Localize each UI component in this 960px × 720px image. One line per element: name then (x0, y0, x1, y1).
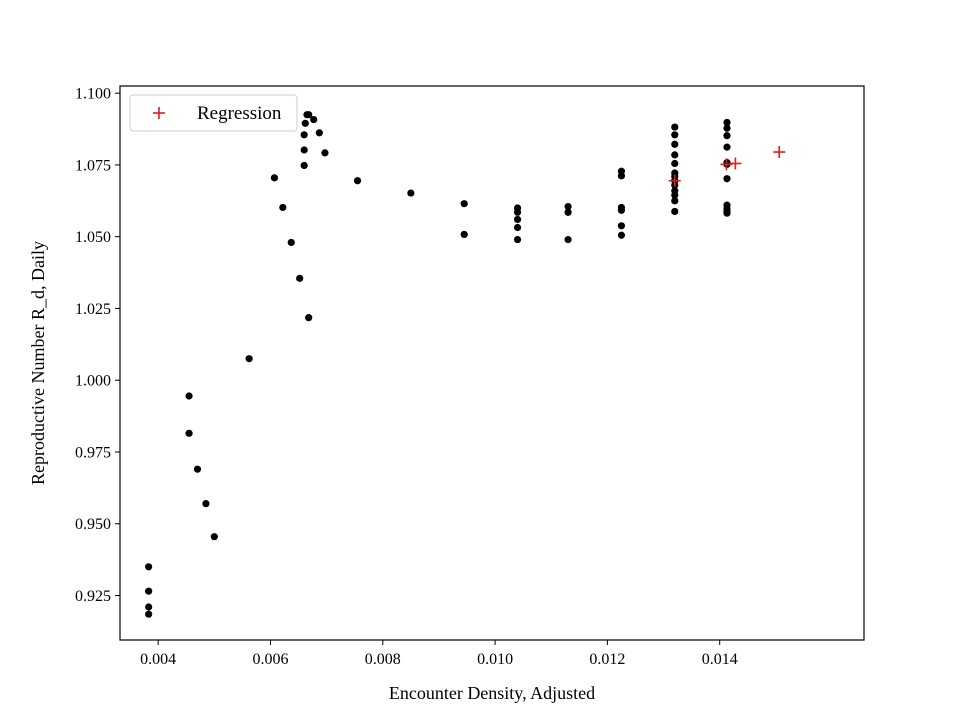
data-point (723, 209, 731, 217)
data-point (305, 314, 313, 322)
data-point (617, 231, 626, 239)
regression-point (720, 158, 733, 171)
legend-box (129, 94, 298, 132)
data-point (617, 222, 626, 230)
plot-frame (119, 85, 865, 641)
data-point (723, 124, 731, 132)
regression-point (668, 174, 681, 187)
data-point (296, 274, 304, 282)
y-tick-label: 0.925 (75, 588, 111, 605)
y-tick-label: 1.100 (75, 86, 111, 103)
data-point (287, 238, 295, 247)
data-point (300, 146, 308, 154)
data-point (202, 500, 210, 508)
data-point (723, 132, 731, 140)
data-point (671, 191, 679, 199)
data-point (145, 603, 153, 611)
data-point (193, 465, 202, 473)
x-tick-label: 0.008 (365, 651, 401, 668)
data-point (270, 174, 279, 182)
data-point (279, 203, 287, 212)
data-point (723, 175, 731, 183)
y-axis-label: Reproductive Number R_d, Daily (28, 241, 48, 485)
legend-label-regression: Regression (197, 103, 282, 124)
data-point (310, 115, 318, 124)
data-point (315, 129, 323, 137)
data-point (617, 172, 626, 180)
y-axis-ticks: 0.925 0.950 0.975 1.000 1.025 1.050 1.075 1.100 (75, 86, 120, 605)
x-tick-label: 0.010 (477, 651, 513, 668)
data-point (671, 207, 679, 216)
x-tick-label: 0.014 (702, 651, 738, 668)
legend: Regression (129, 94, 298, 132)
data-point (723, 118, 731, 127)
y-tick-label: 0.975 (75, 444, 111, 461)
data-point (513, 235, 522, 244)
regression-point (773, 146, 786, 159)
y-tick-label: 0.950 (75, 516, 111, 533)
x-tick-label: 0.012 (589, 651, 625, 668)
data-point (245, 355, 253, 363)
data-points (145, 111, 786, 618)
data-point (513, 223, 522, 232)
x-tick-label: 0.006 (252, 651, 288, 668)
y-tick-label: 1.050 (75, 229, 111, 246)
data-point (671, 151, 679, 159)
data-point (671, 140, 679, 148)
data-point (145, 587, 153, 595)
data-point (671, 131, 679, 139)
data-point (564, 202, 572, 211)
data-point (671, 159, 679, 168)
data-point (145, 610, 153, 618)
data-point (300, 161, 308, 170)
x-tick-label: 0.004 (140, 651, 176, 668)
legend-marker-regression (153, 107, 165, 119)
x-axis-label: Encounter Density, Adjusted (389, 683, 595, 703)
data-point (305, 111, 313, 119)
data-point (185, 392, 193, 400)
data-point (301, 119, 309, 127)
data-point (353, 177, 362, 185)
data-point (671, 123, 679, 131)
data-point (513, 208, 522, 216)
data-point (460, 230, 468, 239)
y-tick-label: 1.000 (75, 373, 111, 390)
data-point (185, 429, 193, 437)
data-point (300, 131, 308, 139)
data-point (210, 533, 218, 541)
data-point (617, 206, 626, 214)
data-point (460, 200, 468, 208)
y-tick-label: 1.025 (75, 301, 111, 318)
regression-point (729, 157, 742, 170)
data-point (513, 215, 522, 224)
data-point (321, 149, 329, 157)
x-axis-ticks: 0.004 0.006 0.008 0.010 0.012 0.014 (140, 640, 738, 668)
data-point (564, 235, 572, 244)
y-tick-label: 1.075 (75, 157, 111, 174)
data-point (145, 563, 153, 571)
legend-plus-icon (153, 107, 165, 119)
data-point (671, 197, 679, 205)
data-point (564, 208, 572, 216)
data-point (723, 143, 731, 151)
data-point (407, 189, 415, 197)
